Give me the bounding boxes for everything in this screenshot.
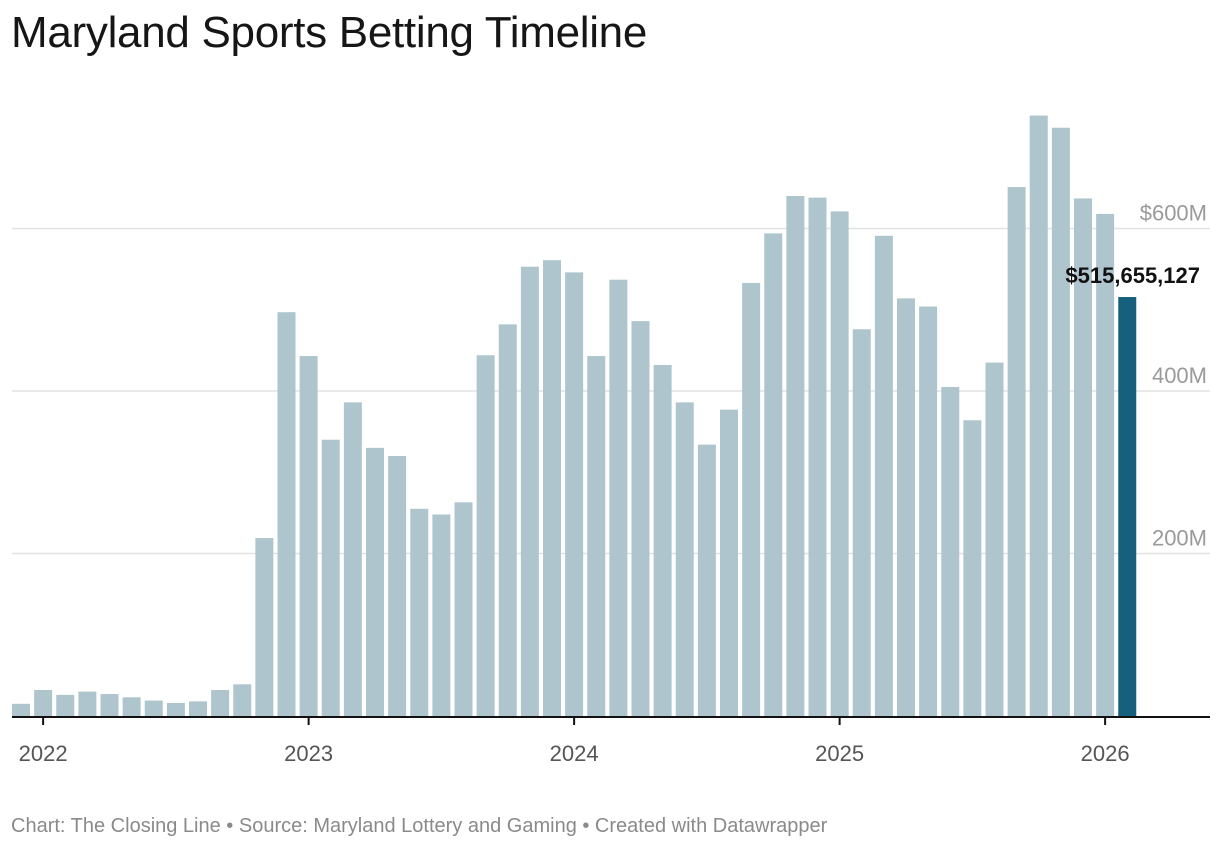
bar-2024-01 (565, 272, 584, 716)
bar-2025-03 (874, 235, 893, 716)
bar-2022-09 (211, 690, 230, 716)
x-tick-label: 2025 (815, 741, 864, 766)
bar-2023-11 (520, 266, 539, 716)
bar-2023-01 (299, 356, 318, 716)
bar-2025-10 (1029, 115, 1048, 716)
bar-2025-09 (1007, 187, 1026, 716)
bar-2022-01 (34, 690, 53, 716)
bar-2025-11 (1051, 127, 1070, 716)
bar-2025-06 (941, 386, 960, 716)
bar-2024-07 (697, 444, 716, 716)
bar-2022-04 (100, 694, 119, 716)
bar-2023-03 (343, 402, 362, 716)
y-tick-label: 200M (1152, 526, 1207, 551)
bar-2026-01 (1096, 213, 1115, 716)
bar-2022-06 (144, 700, 163, 716)
bar-chart: 200M 400M $600M 2022 2023 2024 2025 2026 $515,… (12, 115, 1210, 766)
x-tick-label: 2024 (550, 741, 599, 766)
bar-2024-11 (786, 196, 805, 716)
bar-2022-05 (122, 697, 141, 716)
x-tick-label: 2022 (19, 741, 68, 766)
bar-2024-10 (764, 233, 783, 716)
bar-2023-05 (388, 456, 407, 716)
bar-2023-04 (366, 447, 384, 716)
bars (12, 115, 1137, 716)
y-tick-label: $600M (1140, 201, 1207, 226)
bar-2025-01 (830, 211, 849, 716)
bar-2024-05 (653, 365, 672, 716)
bar-2022-08 (189, 701, 207, 716)
bar-2025-04 (897, 298, 915, 716)
bar-2022-03 (78, 691, 97, 716)
bar-2025-07 (963, 420, 982, 716)
bar-2023-10 (498, 324, 517, 716)
bar-2025-12 (1074, 198, 1092, 716)
bar-2024-08 (720, 409, 738, 716)
chart-footer: Chart: The Closing Line • Source: Maryla… (11, 815, 828, 837)
bar-2022-10 (233, 684, 252, 716)
bar-2022-11 (255, 538, 274, 716)
bar-2023-12 (543, 260, 561, 716)
chart-title: Maryland Sports Betting Timeline (11, 8, 648, 57)
annotation: $515,655,127 (1065, 263, 1200, 288)
bar-2023-09 (476, 355, 495, 716)
bar-2022-02 (56, 694, 75, 716)
bar-2024-06 (675, 402, 694, 716)
bar-2025-02 (852, 329, 871, 716)
bar-2023-07 (432, 514, 451, 716)
bar-2023-02 (321, 439, 340, 716)
x-ticks: 2022 2023 2024 2025 2026 (19, 716, 1130, 766)
y-tick-label: 400M (1152, 363, 1207, 388)
bar-2021-12 (12, 703, 30, 716)
bar-2022-12 (277, 312, 296, 716)
x-tick-label: 2023 (284, 741, 333, 766)
bar-2025-08 (985, 362, 1004, 716)
bar-2022-07 (166, 703, 185, 716)
bar-2024-12 (808, 197, 827, 716)
bar-2024-02 (587, 356, 606, 716)
bar-2023-06 (410, 508, 429, 716)
bar-2024-03 (609, 279, 628, 716)
bar-2023-08 (454, 502, 473, 716)
bar-2024-04 (631, 321, 650, 716)
bar-2024-09 (742, 282, 761, 716)
bar-2026-02 (1118, 297, 1137, 716)
y-tick-labels: 200M 400M $600M (1140, 201, 1207, 551)
annotation-label: $515,655,127 (1065, 263, 1200, 288)
x-tick-label: 2026 (1081, 741, 1130, 766)
bar-2025-05 (919, 306, 938, 716)
